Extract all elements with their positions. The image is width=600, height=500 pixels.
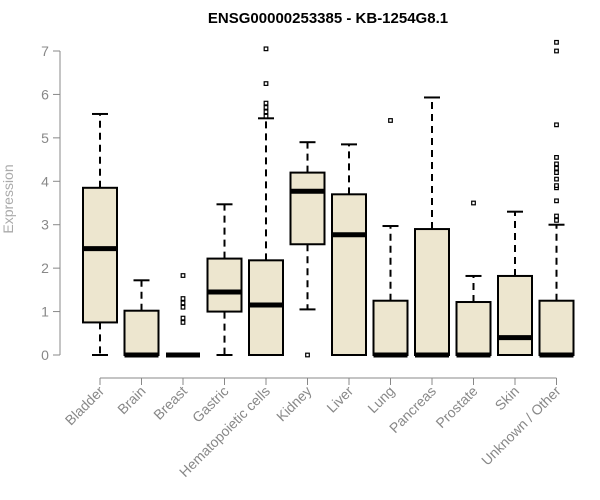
x-tick-label: Bladder	[62, 383, 108, 429]
outlier-point	[554, 217, 559, 223]
box-pancreas	[414, 96, 450, 358]
box-body	[455, 301, 492, 357]
outlier-point	[180, 304, 186, 310]
x-tick-label: Brain	[114, 383, 148, 417]
box-unknown-other	[538, 39, 575, 358]
x-tick-label: Liver	[323, 383, 356, 416]
outlier-point	[471, 200, 476, 206]
box-body	[372, 299, 409, 357]
outlier-point	[263, 109, 269, 115]
outlier-point	[554, 39, 559, 45]
box-body	[123, 309, 160, 356]
x-tick-label: Breast	[150, 383, 190, 423]
outlier-point	[180, 320, 186, 325]
box-kidney	[289, 141, 326, 358]
y-tick-label: 2	[41, 260, 49, 276]
outlier-point	[554, 122, 559, 128]
outlier-point	[554, 176, 559, 182]
box-hematopoietic-cells	[248, 46, 284, 356]
outlier-point	[554, 183, 559, 189]
outlier-point	[554, 198, 559, 204]
y-tick-label: 0	[41, 347, 49, 363]
outlier-point	[305, 352, 310, 358]
outlier-point	[554, 155, 559, 160]
outlier-point	[263, 46, 269, 52]
y-tick-label: 4	[41, 173, 49, 189]
outlier-point	[263, 100, 269, 106]
outlier-point	[263, 113, 269, 119]
x-tick-label: Skin	[492, 383, 523, 414]
box-body	[414, 228, 450, 356]
outlier-point	[554, 165, 559, 171]
outlier-point	[554, 170, 559, 176]
boxes	[82, 39, 575, 358]
outlier-point	[180, 300, 186, 306]
y-tick-label: 1	[41, 304, 49, 320]
x-tick-label: Unknown / Other	[478, 383, 564, 469]
outlier-point	[263, 105, 269, 110]
box-bladder	[82, 112, 118, 356]
outlier-point	[180, 315, 186, 321]
box-body	[206, 257, 243, 313]
outlier-point	[554, 213, 559, 219]
box-body	[331, 193, 367, 356]
y-tick-label: 5	[41, 130, 49, 146]
x-tick-label: Prostate	[432, 383, 480, 431]
box-brain	[123, 279, 160, 358]
outlier-point	[554, 48, 559, 54]
x-tick-label: Kidney	[273, 383, 315, 425]
box-gastric	[206, 203, 243, 356]
y-tick-label: 6	[41, 86, 49, 102]
box-skin	[497, 210, 533, 356]
box-body	[497, 274, 533, 356]
y-axis-title: Expression	[0, 164, 16, 233]
outlier-point	[180, 296, 186, 301]
box-breast	[166, 273, 200, 358]
box-lung	[372, 118, 409, 358]
box-liver	[331, 143, 367, 356]
box-body	[289, 171, 326, 246]
outlier-point	[554, 161, 559, 167]
box-body	[82, 186, 118, 324]
box-body	[538, 299, 575, 357]
box-body	[248, 259, 284, 356]
x-tick-label: Lung	[364, 383, 397, 416]
box-prostate	[455, 200, 492, 358]
y-tick-label: 3	[41, 217, 49, 233]
outlier-point	[263, 81, 269, 86]
outlier-point	[180, 273, 186, 278]
y-axis: 0 1 2 3 4 5 6 7	[41, 43, 61, 363]
y-tick-label: 7	[41, 43, 49, 59]
outlier-point	[388, 118, 393, 123]
chart-title: ENSG00000253385 - KB-1254G8.1	[208, 10, 448, 27]
